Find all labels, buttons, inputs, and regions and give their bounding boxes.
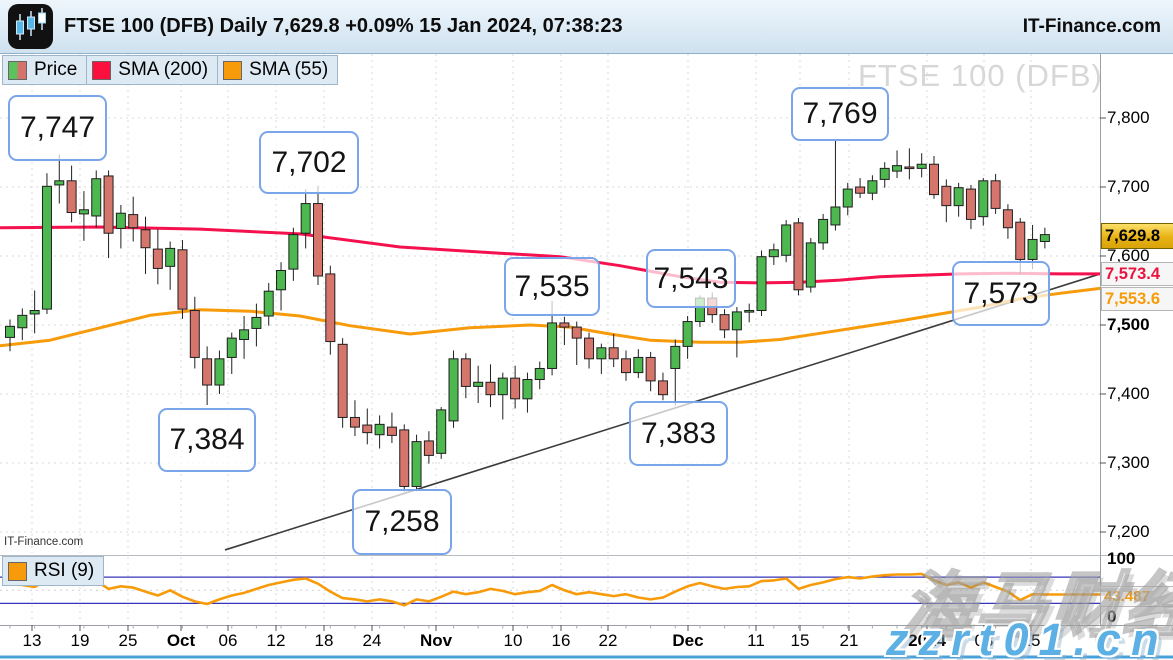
- price-callout[interactable]: 7,384: [158, 408, 256, 472]
- legend-rsi-label: RSI (9): [34, 560, 95, 581]
- x-axis-label: 08: [974, 631, 994, 650]
- y-axis-label: 7,700: [1107, 177, 1150, 196]
- legend-sma55[interactable]: SMA (55): [217, 55, 339, 85]
- rsi-axis-label: 0: [1107, 607, 1117, 626]
- sma55-series-icon: [223, 60, 243, 80]
- x-axis-label: 10: [503, 631, 523, 650]
- legend-sma55-label: SMA (55): [249, 59, 329, 80]
- chart-title: FTSE 100 (DFB) Daily 7,629.8 +0.09% 15 J…: [64, 15, 623, 37]
- y-axis-label: 7,200: [1107, 522, 1150, 541]
- cn-watermark-url: zzrt01.cn: [886, 614, 1169, 660]
- x-axis-label: 13: [22, 631, 42, 650]
- x-axis-label: 12: [266, 631, 286, 650]
- price-callout[interactable]: 7,702: [259, 131, 359, 194]
- y-axis-label: 7,400: [1107, 384, 1150, 403]
- legend-row: Price SMA (200) SMA (55): [2, 55, 339, 85]
- sma200-value-label: 7,573.4: [1101, 262, 1173, 286]
- symbol-watermark: FTSE 100 (DFB): [858, 58, 1103, 93]
- x-axis-label: 25: [118, 631, 138, 650]
- rsi-series-icon: [8, 561, 27, 581]
- x-axis-label: 11: [747, 631, 765, 650]
- x-axis-label: 15: [790, 631, 810, 650]
- last-price-label: 7,629.8: [1101, 223, 1173, 249]
- price-callout[interactable]: 7,747: [8, 95, 107, 161]
- y-axis-label: 7,600: [1107, 246, 1150, 265]
- x-axis-label: 15: [1021, 631, 1041, 650]
- x-axis-label: 19: [70, 631, 90, 650]
- price-callout[interactable]: 7,543: [646, 249, 736, 308]
- x-axis-label: 06: [218, 631, 238, 650]
- sma200-series-icon: [92, 60, 112, 80]
- legend-price[interactable]: Price: [2, 55, 88, 85]
- price-callout[interactable]: 7,769: [791, 87, 889, 141]
- rsi-axis-label: 100: [1107, 548, 1136, 568]
- price-series-icon: [8, 60, 27, 80]
- price-callout[interactable]: 7,258: [352, 489, 452, 555]
- x-axis-label: Dec: [672, 631, 704, 650]
- site-watermark: IT-Finance.com: [4, 536, 84, 548]
- price-callout[interactable]: 7,535: [504, 257, 600, 316]
- title-bar: FTSE 100 (DFB) Daily 7,629.8 +0.09% 15 J…: [0, 0, 1173, 54]
- price-callout[interactable]: 7,573: [952, 261, 1050, 326]
- legend-sma200-label: SMA (200): [118, 59, 209, 80]
- x-axis-label: 18: [314, 631, 334, 650]
- candlestick-logo-icon[interactable]: [8, 4, 53, 49]
- y-axis-label: 7,500: [1107, 315, 1150, 334]
- x-axis-label: Nov: [419, 631, 453, 650]
- x-axis-label: 21: [839, 631, 859, 650]
- x-axis-label: 22: [598, 631, 618, 650]
- x-axis-label: 16: [551, 631, 571, 650]
- sma55-value-label: 7,553.6: [1101, 287, 1173, 311]
- legend-price-label: Price: [34, 59, 78, 80]
- rsi-value-label: 43.487: [1100, 586, 1173, 607]
- y-axis-label: 7,300: [1107, 453, 1150, 472]
- x-axis-label: Oct: [166, 631, 196, 650]
- y-axis-label: 7,800: [1107, 108, 1150, 127]
- brand-link[interactable]: IT-Finance.com: [1022, 16, 1161, 37]
- legend-sma200[interactable]: SMA (200): [86, 55, 219, 85]
- x-axis-label: 24: [362, 631, 382, 650]
- price-callout[interactable]: 7,383: [629, 401, 728, 466]
- legend-rsi[interactable]: RSI (9): [2, 556, 105, 586]
- x-axis-label: 2024: [908, 631, 946, 650]
